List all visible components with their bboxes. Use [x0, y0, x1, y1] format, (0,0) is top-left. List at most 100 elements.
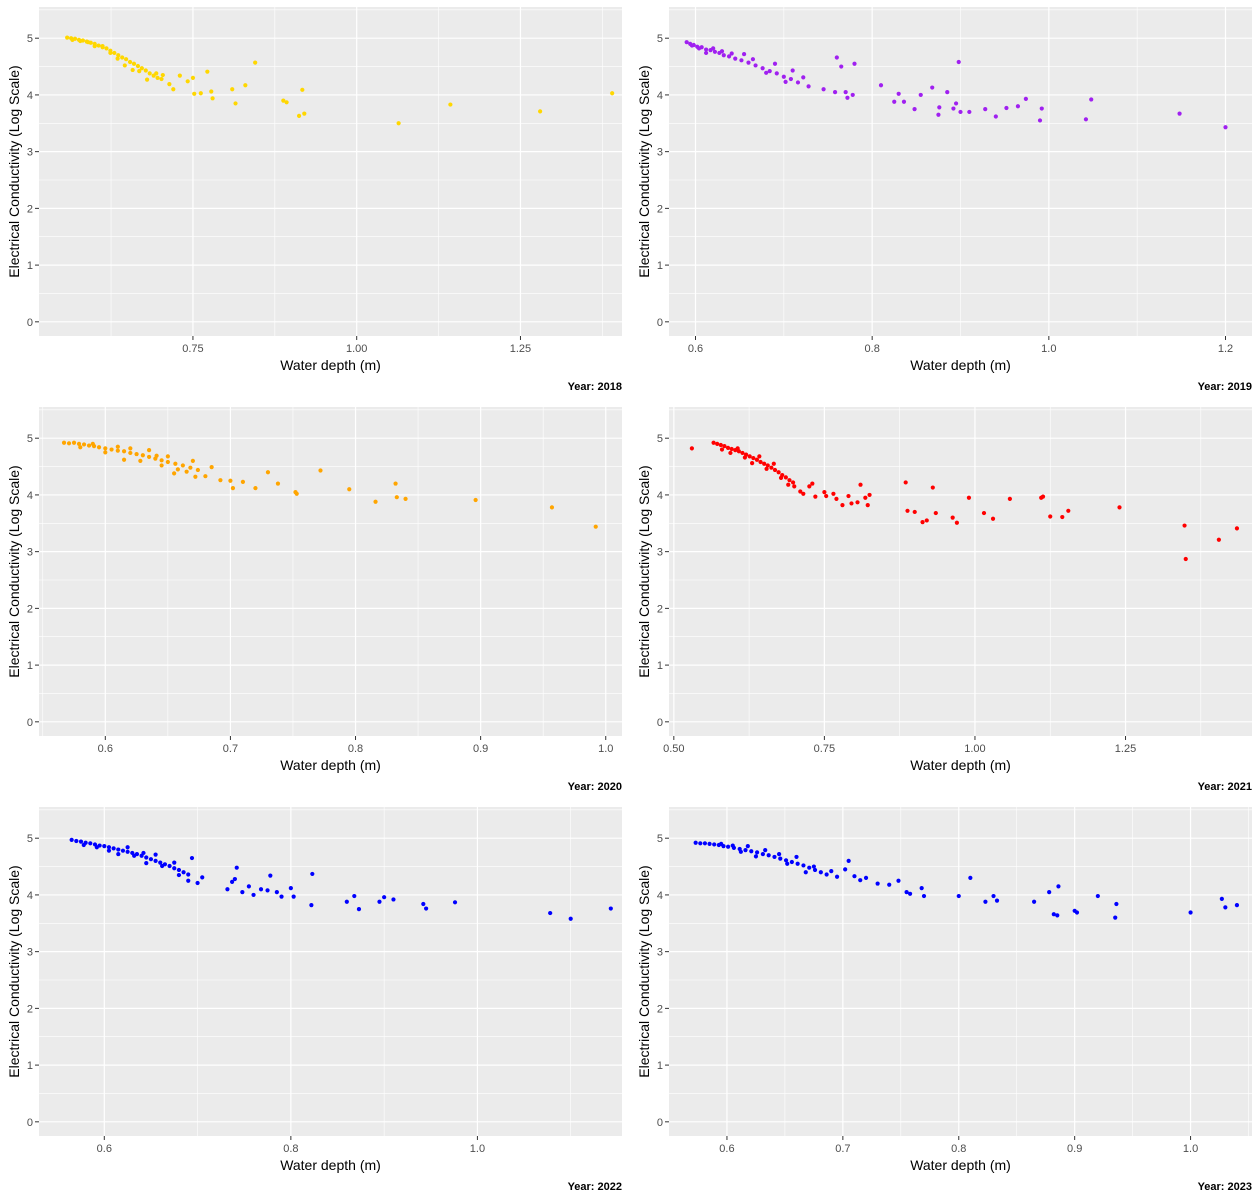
data-point [396, 121, 401, 126]
y-tick-label: 4 [27, 90, 33, 102]
data-point [738, 849, 743, 854]
data-point [71, 440, 77, 445]
data-point [115, 448, 120, 453]
data-point [116, 847, 121, 852]
data-point [824, 872, 829, 877]
data-point [228, 478, 233, 483]
data-point [1234, 526, 1240, 531]
data-point [394, 495, 399, 500]
x-axis-title: Water depth (m) [910, 357, 1011, 373]
data-point [771, 461, 776, 466]
data-point [712, 49, 718, 54]
data-point [74, 838, 79, 844]
data-point [790, 68, 795, 73]
data-point [188, 465, 193, 470]
data-point [1114, 901, 1119, 907]
data-point [712, 842, 717, 847]
y-tick-label: 5 [27, 833, 33, 845]
data-point [1055, 913, 1060, 918]
data-point [209, 465, 214, 470]
data-point [195, 880, 200, 886]
data-point [144, 855, 149, 860]
data-point [230, 486, 236, 491]
data-point [608, 906, 613, 911]
data-point [704, 50, 709, 56]
data-point [783, 79, 788, 84]
data-point [81, 842, 86, 848]
data-point [1048, 514, 1053, 519]
data-point [121, 449, 127, 454]
scatter-chart: 0.6 0.8 1.0 1.2 0 1 2 3 4 5 Water depth (m) Electri… [636, 7, 1252, 393]
data-point [284, 100, 289, 105]
data-point [1177, 111, 1182, 116]
data-point [205, 69, 210, 74]
data-point [610, 91, 615, 96]
data-point [730, 843, 735, 848]
data-point [760, 66, 765, 71]
data-point [185, 79, 190, 84]
data-point [1032, 899, 1037, 904]
data-point [740, 450, 745, 456]
data-point [291, 894, 296, 899]
year-caption: Year: 2019 [1198, 381, 1252, 393]
x-axis-title: Water depth (m) [910, 1157, 1011, 1173]
data-point [209, 89, 214, 94]
data-point [822, 489, 827, 495]
y-axis-title: Electrical Conductivity (Log Scale) [6, 65, 22, 277]
data-point [134, 451, 139, 457]
data-point [764, 466, 769, 471]
data-point [128, 450, 133, 456]
data-point [106, 845, 112, 850]
data-point [763, 848, 768, 853]
x-tick-label: 1.0 [598, 743, 613, 755]
data-point [689, 43, 695, 48]
data-point [159, 458, 164, 463]
x-tick-label: 0.75 [814, 743, 835, 755]
data-point [790, 480, 796, 485]
data-point [78, 38, 83, 44]
y-tick-label: 5 [657, 433, 663, 445]
data-point [783, 858, 789, 863]
data-point [167, 863, 172, 869]
data-point [125, 845, 130, 850]
data-point [288, 886, 293, 891]
data-point [776, 470, 781, 475]
y-tick-label: 5 [657, 833, 663, 845]
data-point [912, 509, 917, 515]
data-point [153, 852, 158, 857]
x-axis-title: Water depth (m) [280, 357, 381, 373]
data-point [896, 878, 901, 883]
data-point [769, 465, 774, 470]
data-point [94, 845, 99, 850]
x-tick-label: 1.25 [1115, 743, 1136, 755]
year-caption: Year: 2020 [568, 781, 622, 793]
data-point [424, 906, 429, 911]
data-point [778, 475, 784, 481]
x-tick-label: 0.8 [865, 343, 880, 355]
data-point [180, 463, 185, 468]
y-tick-label: 1 [657, 660, 663, 672]
data-point [698, 841, 703, 846]
data-point [186, 878, 191, 883]
data-point [448, 102, 453, 107]
data-point [294, 491, 299, 496]
data-point [100, 44, 105, 49]
data-point [175, 467, 180, 472]
data-point [391, 897, 396, 902]
data-point [967, 109, 972, 115]
data-point [781, 74, 786, 79]
data-point [824, 493, 829, 499]
data-point [707, 841, 712, 846]
data-point [956, 59, 961, 65]
data-point [729, 51, 734, 56]
data-point [811, 864, 816, 869]
data-point [921, 893, 927, 899]
data-point [693, 840, 698, 845]
y-tick-label: 5 [27, 33, 33, 45]
data-point [821, 87, 826, 92]
data-point [253, 486, 258, 491]
data-point [904, 889, 909, 895]
data-point [172, 866, 177, 871]
data-point [958, 109, 963, 115]
data-point [1007, 496, 1012, 501]
